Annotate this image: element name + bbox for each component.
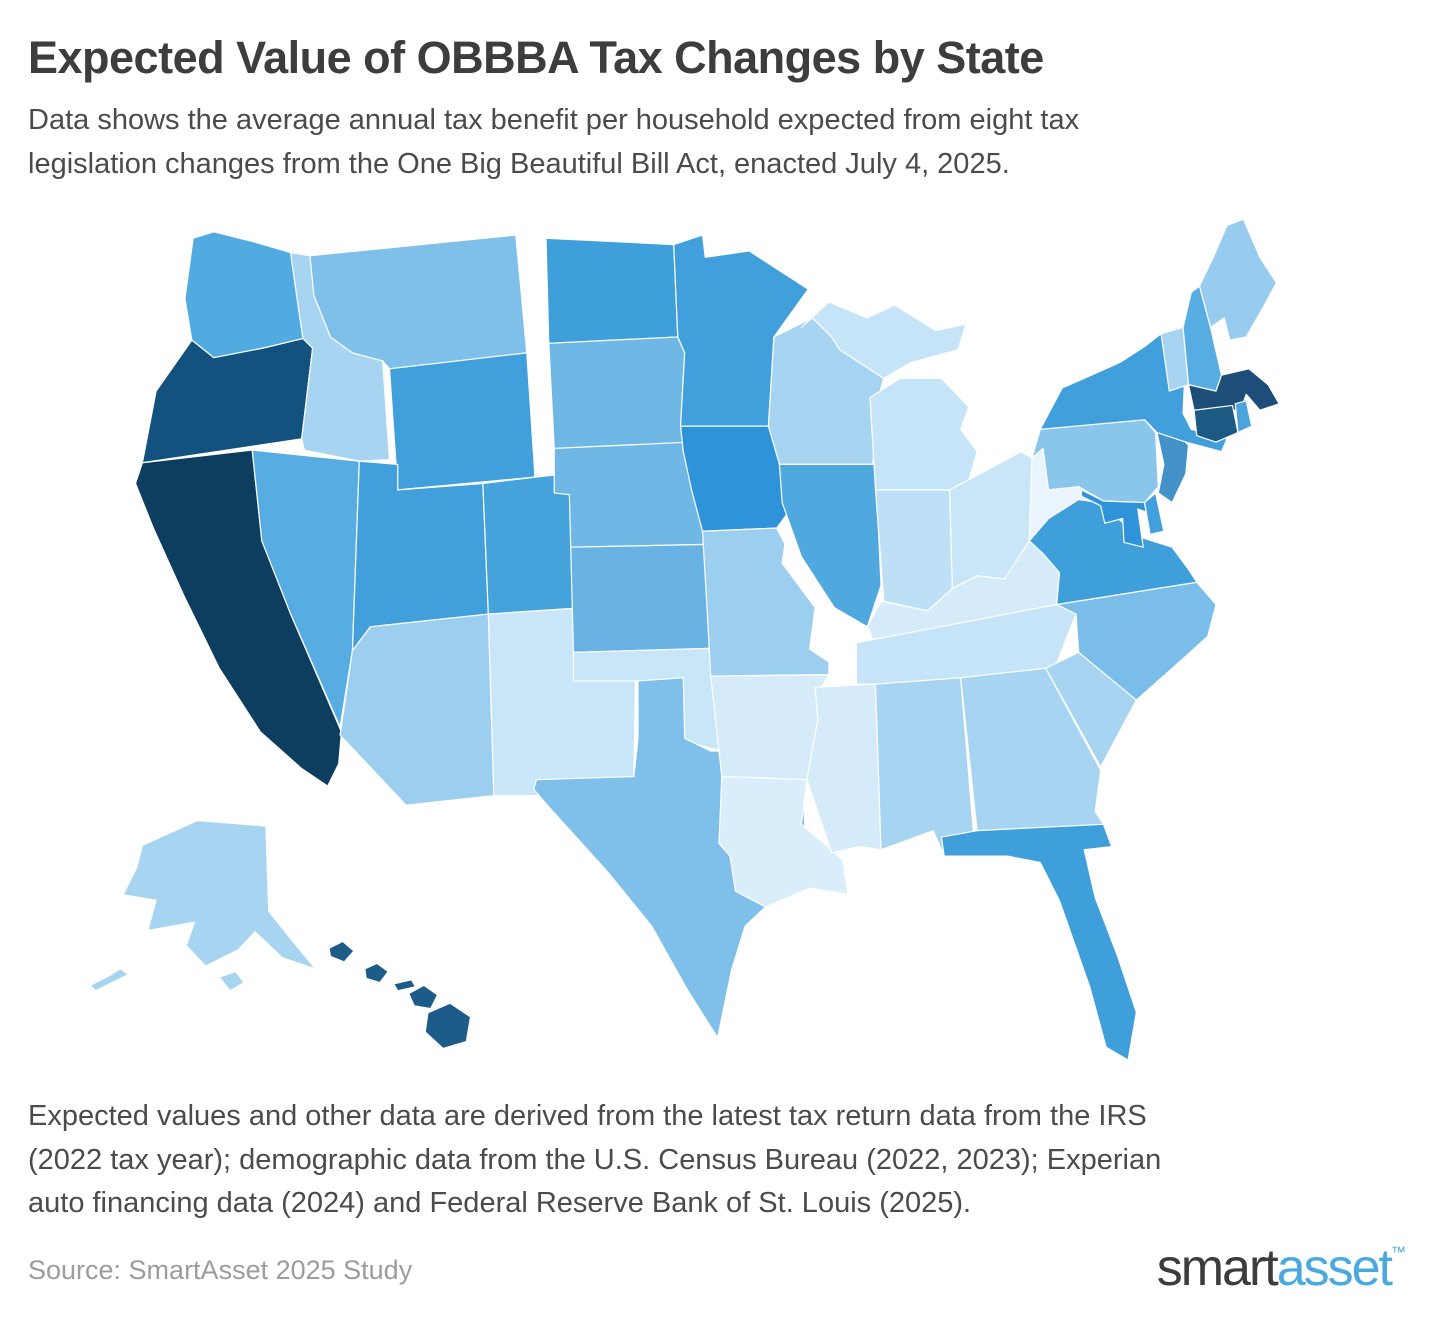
state-south-dakota [549, 337, 692, 448]
hawaii-big-island [425, 1003, 470, 1048]
state-michigan-lower-peninsula [870, 378, 977, 489]
state-arizona [340, 614, 494, 805]
us-choropleth-map [28, 200, 1410, 1086]
state-florida [941, 824, 1136, 1060]
subtitle-line-2: legislation changes from the One Big Bea… [28, 147, 1010, 180]
state-missouri [703, 528, 829, 676]
state-louisiana [719, 776, 848, 907]
source-row: Source: SmartAsset 2025 Study smartasset… [28, 1242, 1406, 1294]
smartasset-logo: smartasset™ [1157, 1242, 1406, 1294]
state-oregon [142, 338, 312, 462]
logo-trademark-symbol: ™ [1391, 1243, 1406, 1261]
subtitle-line-1: Data shows the average annual tax benefi… [28, 103, 1080, 136]
state-north-carolina [1057, 582, 1216, 700]
state-montana [310, 235, 527, 369]
state-maine [1200, 219, 1277, 340]
hawaii-maui [409, 985, 438, 1008]
state-north-dakota [546, 238, 678, 343]
state-maryland [1081, 490, 1146, 547]
footnote: Expected values and other data are deriv… [28, 1095, 1410, 1226]
hawaii-inset-group [329, 941, 470, 1048]
hawaii-molokai [394, 980, 416, 991]
page-title: Expected Value of OBBBA Tax Changes by S… [28, 32, 1044, 83]
state-michigan-upper-peninsula [801, 302, 966, 378]
footnote-line-3: auto financing data (2024) and Federal R… [28, 1187, 972, 1220]
footnote-line-2: (2022 tax year); demographic data from t… [28, 1143, 1162, 1176]
state-tennessee [856, 604, 1076, 684]
page-subtitle: Data shows the average annual tax benefi… [28, 98, 1388, 186]
state-mississippi [807, 684, 881, 853]
state-alaska [123, 820, 315, 968]
us-map-svg [60, 200, 1378, 1086]
hawaii-kauai [329, 941, 354, 962]
alaska-island [219, 971, 244, 990]
state-connecticut [1194, 405, 1238, 442]
state-washington [185, 232, 303, 358]
alaska-inset-group [90, 820, 315, 990]
state-pennsylvania [1032, 420, 1158, 503]
state-indiana [876, 490, 953, 611]
state-rhode-island [1235, 401, 1251, 433]
alaska-aleutian-islands [90, 969, 128, 991]
logo-asset-text: asset [1276, 1238, 1393, 1297]
state-delaware [1145, 493, 1164, 534]
logo-smart-text: smart [1156, 1238, 1279, 1297]
state-alabama [876, 678, 975, 850]
source-text: Source: SmartAsset 2025 Study [28, 1254, 413, 1285]
hawaii-oahu [365, 963, 388, 982]
footnote-line-1: Expected values and other data are deriv… [28, 1100, 1147, 1133]
state-wyoming [390, 353, 536, 490]
contiguous-states-group [136, 219, 1280, 1060]
